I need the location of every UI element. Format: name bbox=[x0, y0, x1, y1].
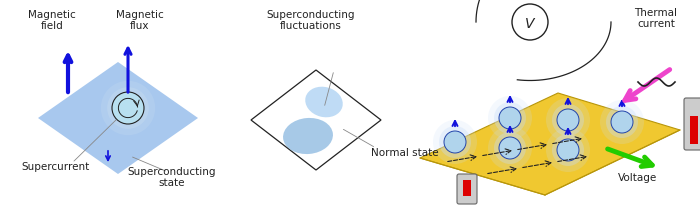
Circle shape bbox=[444, 131, 466, 153]
Text: Voltage: Voltage bbox=[618, 173, 657, 183]
Circle shape bbox=[488, 126, 532, 170]
Polygon shape bbox=[38, 62, 198, 174]
Circle shape bbox=[499, 137, 521, 159]
Ellipse shape bbox=[283, 118, 333, 154]
Text: flux: flux bbox=[130, 21, 150, 31]
Circle shape bbox=[557, 109, 579, 131]
Circle shape bbox=[546, 98, 590, 142]
Circle shape bbox=[552, 104, 584, 136]
Circle shape bbox=[494, 132, 526, 164]
Text: fluctuations: fluctuations bbox=[280, 21, 342, 31]
Text: Superconducting: Superconducting bbox=[267, 10, 355, 20]
Circle shape bbox=[439, 126, 471, 158]
Text: current: current bbox=[637, 19, 675, 29]
Circle shape bbox=[107, 87, 149, 129]
Text: Supercurrent: Supercurrent bbox=[22, 162, 90, 172]
Circle shape bbox=[600, 100, 644, 144]
Circle shape bbox=[499, 107, 521, 129]
Circle shape bbox=[512, 4, 548, 40]
Circle shape bbox=[611, 111, 633, 133]
Circle shape bbox=[112, 92, 144, 124]
Circle shape bbox=[488, 96, 532, 140]
Text: Magnetic: Magnetic bbox=[28, 10, 76, 20]
Polygon shape bbox=[420, 93, 680, 195]
Circle shape bbox=[557, 139, 579, 161]
Text: field: field bbox=[41, 21, 64, 31]
Circle shape bbox=[552, 134, 584, 166]
Circle shape bbox=[433, 120, 477, 164]
FancyBboxPatch shape bbox=[684, 98, 700, 150]
Ellipse shape bbox=[305, 87, 343, 117]
Text: Normal state: Normal state bbox=[371, 148, 439, 158]
Circle shape bbox=[546, 128, 590, 172]
Text: Magnetic: Magnetic bbox=[116, 10, 164, 20]
Bar bbox=[690, 116, 698, 144]
FancyBboxPatch shape bbox=[457, 174, 477, 204]
Circle shape bbox=[101, 81, 155, 135]
Text: Superconducting: Superconducting bbox=[127, 167, 216, 177]
Text: V: V bbox=[525, 17, 535, 31]
Polygon shape bbox=[251, 70, 381, 170]
Circle shape bbox=[494, 102, 526, 134]
Text: Thermal: Thermal bbox=[634, 8, 678, 18]
Text: state: state bbox=[159, 178, 186, 188]
Circle shape bbox=[606, 106, 638, 138]
Bar bbox=[463, 180, 471, 196]
